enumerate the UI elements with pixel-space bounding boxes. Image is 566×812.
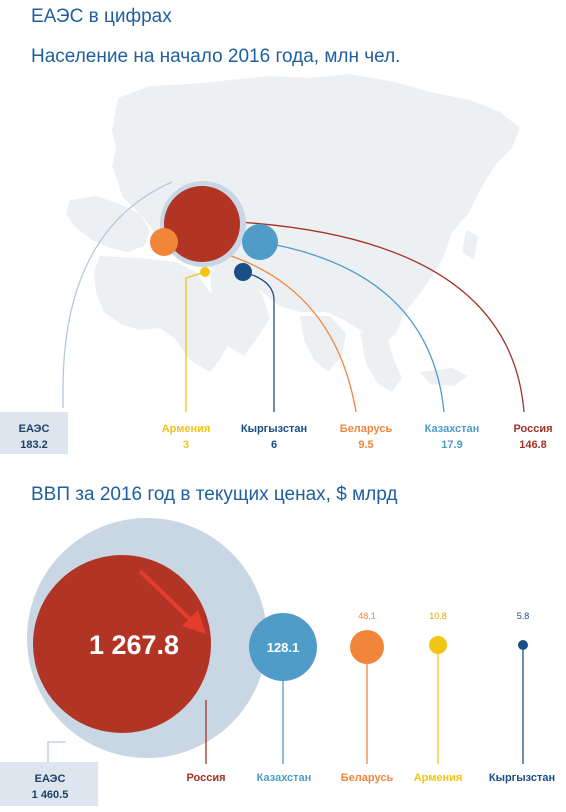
bubble-russia — [33, 555, 211, 733]
connector-russia — [237, 221, 525, 413]
country-label: Беларусь — [341, 772, 394, 784]
connector-eaes — [47, 741, 66, 762]
country-value: 17.9 — [441, 439, 462, 451]
eaes-label-box — [0, 762, 98, 806]
country-label: Армения — [162, 423, 211, 435]
country-value: 3 — [183, 439, 189, 451]
map-of-eurasia-icon — [66, 74, 520, 392]
country-label: Армения — [414, 772, 463, 784]
eaes-value: 1 460.5 — [32, 789, 69, 801]
country-label: Кыргызстан — [241, 423, 307, 435]
population-connectors — [62, 181, 525, 413]
population-chart-title: Население на начало 2016 года, млн чел. — [31, 46, 401, 67]
bubble-value: 10.8 — [429, 611, 447, 621]
country-value: 9.5 — [358, 439, 373, 451]
connector-kazakhstan — [259, 241, 445, 413]
bubble-value: 5.8 — [517, 611, 530, 621]
bubble-value: 1 267.8 — [89, 630, 179, 660]
gdp-chart-title: ВВП за 2016 год в текущих ценах, $ млрд — [31, 484, 398, 505]
country-label: Беларусь — [340, 423, 393, 435]
bubble-russia — [164, 186, 240, 262]
population-chart: ЕАЭС 183.2 Армения 3 Кыргызстан 6 Белару… — [0, 74, 553, 454]
eaes-label: ЕАЭС — [35, 773, 66, 785]
connector-armenia — [185, 271, 206, 412]
gdp-connectors — [47, 650, 524, 764]
bubble-belarus — [150, 228, 178, 256]
down-right-arrow-icon — [138, 569, 206, 634]
bubble-kyrgyzstan — [234, 263, 252, 281]
bubble-armenia — [200, 267, 210, 277]
country-label: Россия — [513, 423, 552, 435]
country-label: Казахстан — [425, 423, 480, 435]
connector-eaes — [62, 181, 173, 408]
eaes-value: 183.2 — [20, 439, 48, 451]
country-label: Казахстан — [257, 772, 312, 784]
eaes-label-box — [0, 412, 68, 454]
bubble-belarus — [350, 630, 384, 664]
bubble-kyrgyzstan — [518, 640, 528, 650]
bubble-kazakhstan — [242, 224, 278, 260]
country-value: 6 — [271, 439, 277, 451]
eaes-label: ЕАЭС — [19, 423, 50, 435]
bubble-kazakhstan — [249, 613, 317, 681]
country-value: 146.8 — [519, 439, 547, 451]
country-label: Россия — [186, 772, 225, 784]
country-label: Кыргызстан — [489, 772, 555, 784]
bubble-value: 48.1 — [358, 611, 376, 621]
bubble-value: 128.1 — [267, 640, 300, 655]
bubble-armenia — [429, 636, 447, 654]
page-title: ЕАЭС в цифрах — [31, 6, 172, 27]
